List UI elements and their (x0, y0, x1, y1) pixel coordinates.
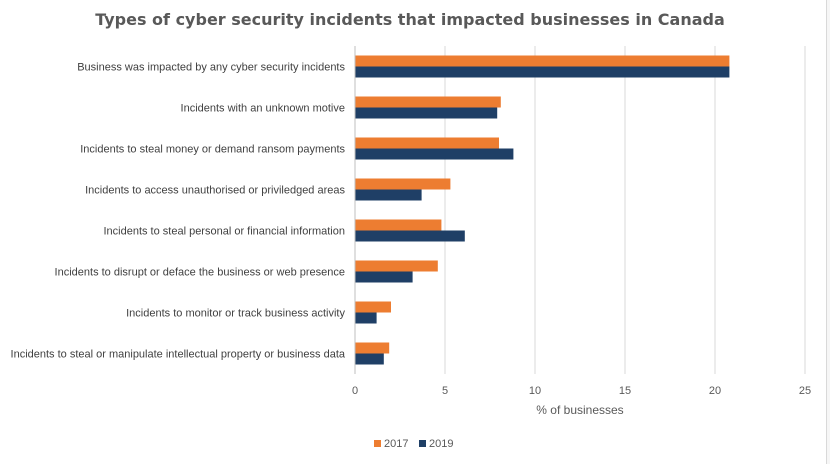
bar-2017 (355, 342, 390, 354)
bar-2019 (355, 312, 377, 324)
bar-2017 (355, 178, 451, 190)
category-label: Incidents to access unauthorised or priv… (85, 185, 345, 197)
category-label: Business was impacted by any cyber secur… (77, 62, 345, 74)
x-tick-label: 20 (709, 385, 721, 397)
legend-swatch-2019 (419, 440, 426, 447)
bar-2019 (355, 148, 514, 160)
x-tick-labels: 0 5 10 15 20 25 (352, 385, 811, 397)
x-tick-label: 5 (442, 385, 448, 397)
category-label: Incidents to disrupt or deface the busin… (55, 267, 345, 279)
bar-2019 (355, 107, 498, 119)
bar-2019 (355, 189, 422, 201)
x-tick-label: 0 (352, 385, 358, 397)
legend-swatch-2017 (374, 440, 381, 447)
x-tick-label: 10 (529, 385, 541, 397)
legend-label-2019: 2019 (429, 438, 453, 450)
category-label: Incidents to steal money or demand ranso… (80, 144, 345, 156)
x-axis-title: % of businesses (536, 403, 623, 417)
bar-2019 (355, 271, 413, 283)
bar-2017 (355, 219, 442, 231)
category-label: Incidents to steal or manipulate intelle… (11, 349, 346, 361)
chart-title: Types of cyber security incidents that i… (95, 10, 725, 29)
x-tick-label: 15 (619, 385, 631, 397)
bar-2019 (355, 353, 384, 365)
gridlines (444, 46, 806, 374)
x-tick-label: 25 (799, 385, 811, 397)
bars (355, 55, 730, 365)
legend: 2017 2019 (374, 438, 453, 450)
legend-label-2017: 2017 (384, 438, 408, 450)
bar-2019 (355, 66, 730, 78)
bar-2017 (355, 55, 730, 67)
category-label: Incidents to monitor or track business a… (126, 308, 345, 320)
bar-2019 (355, 230, 465, 242)
window-edge (826, 0, 830, 464)
category-label: Incidents to steal personal or financial… (103, 226, 345, 238)
bar-2017 (355, 137, 499, 149)
category-label: Incidents with an unknown motive (181, 103, 345, 115)
bar-2017 (355, 96, 501, 108)
bar-2017 (355, 260, 438, 272)
bar-2017 (355, 301, 391, 313)
category-labels: Business was impacted by any cyber secur… (11, 62, 346, 361)
